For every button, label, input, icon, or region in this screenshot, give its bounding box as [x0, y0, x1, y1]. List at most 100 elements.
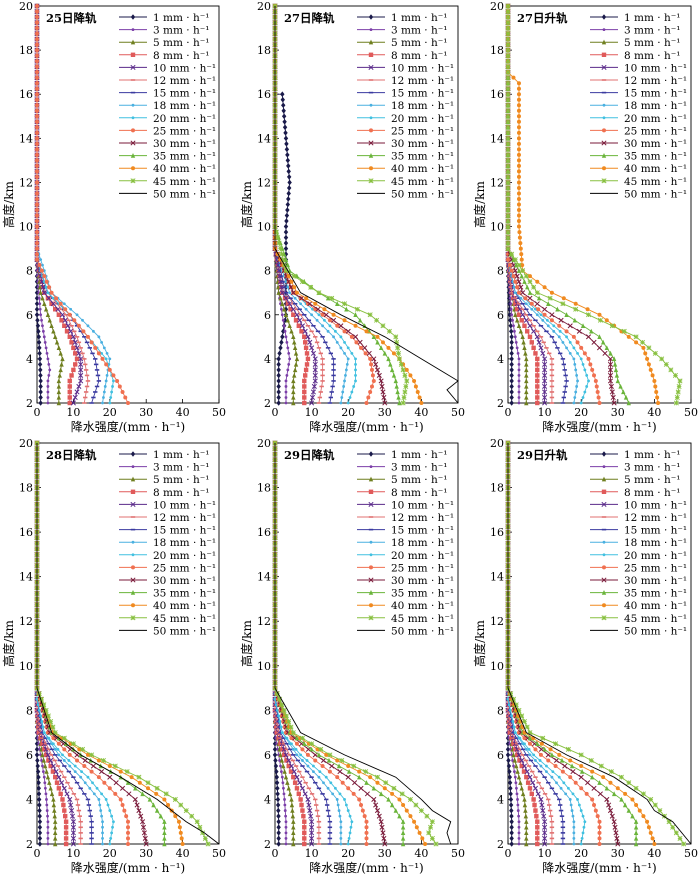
y-tick-label: 18 — [19, 44, 33, 57]
data-point — [109, 837, 113, 840]
data-point — [51, 802, 57, 808]
data-point — [162, 824, 167, 830]
data-point — [294, 741, 299, 746]
data-point — [286, 196, 291, 202]
data-point — [328, 324, 332, 328]
data-point — [69, 808, 75, 814]
series — [272, 3, 402, 406]
data-point — [395, 345, 401, 351]
data-point — [118, 769, 123, 774]
data-point — [34, 306, 40, 313]
series — [34, 5, 91, 404]
data-point — [284, 335, 288, 339]
legend-marker — [130, 153, 136, 158]
data-point — [53, 835, 58, 841]
data-point — [51, 796, 56, 802]
data-point — [360, 808, 365, 813]
data-point — [391, 372, 397, 378]
data-point — [49, 791, 55, 797]
data-point — [521, 339, 526, 345]
data-point — [296, 791, 301, 797]
x-tick-label: 30 — [378, 406, 392, 419]
data-point — [558, 329, 562, 333]
data-point — [292, 780, 298, 785]
data-point — [565, 346, 568, 350]
data-point — [101, 401, 104, 405]
data-point — [529, 340, 534, 345]
legend-marker — [368, 153, 374, 158]
data-point — [108, 809, 112, 812]
data-point — [284, 280, 288, 284]
data-point — [505, 119, 511, 125]
data-point — [579, 345, 584, 350]
data-point — [54, 296, 59, 301]
y-tick-label: 2 — [264, 838, 271, 851]
data-point — [524, 378, 529, 384]
data-point — [124, 769, 130, 775]
panel-title: 28日降轨 — [46, 448, 97, 462]
data-point — [340, 780, 345, 785]
data-point — [107, 786, 112, 791]
data-point — [297, 780, 303, 786]
data-point — [70, 334, 76, 340]
data-point — [397, 400, 402, 406]
data-point — [276, 735, 281, 741]
data-point — [74, 345, 80, 351]
data-point — [516, 163, 521, 168]
data-point — [404, 378, 410, 384]
data-point — [609, 389, 615, 395]
data-point — [279, 339, 284, 346]
data-point — [35, 158, 39, 163]
legend-marker — [130, 577, 136, 583]
data-point — [45, 798, 48, 801]
data-point — [45, 774, 51, 780]
data-point — [516, 108, 521, 113]
data-point — [545, 318, 549, 322]
data-point — [329, 295, 335, 301]
data-point — [279, 290, 285, 296]
data-point — [288, 284, 294, 290]
data-point — [96, 758, 101, 763]
data-point — [58, 350, 63, 356]
data-point — [302, 830, 307, 836]
data-point — [42, 335, 46, 339]
x-tick-label: 0 — [272, 406, 279, 419]
legend-label: 3 mm · h⁻¹ — [624, 25, 680, 37]
data-point — [579, 401, 583, 405]
data-point — [517, 230, 522, 235]
data-point — [354, 379, 357, 383]
data-point — [283, 798, 286, 801]
series-line — [507, 6, 600, 404]
data-point — [511, 318, 514, 322]
data-point — [67, 796, 73, 802]
data-point — [288, 291, 292, 295]
data-point — [369, 367, 374, 372]
data-point — [364, 836, 369, 841]
data-point — [284, 390, 288, 394]
data-point — [36, 796, 42, 803]
legend-marker — [130, 476, 136, 482]
data-point — [505, 213, 511, 219]
x-tick-label: 30 — [378, 847, 392, 860]
data-point — [339, 335, 343, 339]
data-point — [516, 279, 522, 285]
data-point — [291, 841, 296, 847]
data-point — [646, 345, 652, 351]
y-tick-label: 12 — [490, 176, 504, 189]
data-point — [362, 345, 368, 351]
data-point — [67, 752, 72, 757]
data-point — [513, 301, 518, 306]
data-point — [43, 786, 47, 790]
series — [506, 4, 661, 405]
data-point — [374, 367, 381, 373]
data-point — [37, 830, 43, 836]
data-point — [35, 108, 39, 113]
data-point — [516, 224, 521, 229]
legend-marker — [601, 64, 607, 70]
data-point — [90, 763, 96, 769]
data-point — [285, 374, 289, 377]
data-point — [516, 219, 521, 224]
legend-label: 8 mm · h⁻¹ — [153, 487, 209, 499]
data-point — [337, 809, 341, 812]
data-point — [273, 697, 277, 701]
